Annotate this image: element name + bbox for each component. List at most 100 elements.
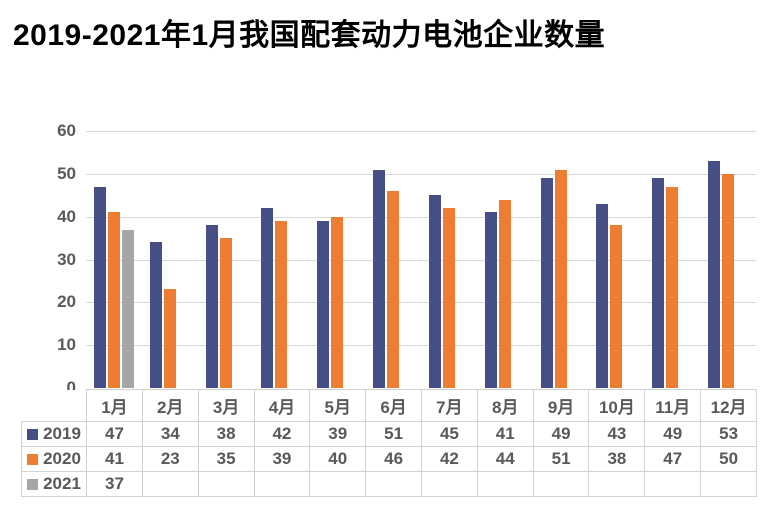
bar-slot-2021-5月 <box>345 131 357 388</box>
bar-slot-2021-6月 <box>401 131 413 388</box>
bar-2019-4月 <box>261 208 274 388</box>
value-cell-2021-9月 <box>532 471 590 497</box>
bar-group-7月 <box>421 131 477 388</box>
bar-slot-2020-1月 <box>107 131 120 388</box>
value-cell-2020-6月: 46 <box>365 446 422 472</box>
value-cell-2021-3月 <box>197 471 255 497</box>
y-axis-tick-label-10: 10 <box>57 335 76 355</box>
table-row-2020: 2020 41 23 35 39 40 46 42 44 51 38 47 50 <box>20 446 757 472</box>
legend-swatch-2019 <box>27 429 39 440</box>
month-header-3月: 3月 <box>197 389 255 422</box>
bar-slot-2021-2月 <box>178 131 190 388</box>
value-cell-2019-9月: 49 <box>532 421 590 447</box>
month-header-12月: 12月 <box>700 389 757 422</box>
legend-cell-2020: 2020 <box>20 446 88 472</box>
bar-2019-12月 <box>708 160 721 388</box>
y-axis-tick-label-40: 40 <box>57 206 76 226</box>
y-axis-tick-label-0: 0 <box>66 378 76 397</box>
value-cell-2020-4月: 39 <box>253 446 311 472</box>
bar-group-9月 <box>533 131 589 388</box>
bar-slot-2021-3月 <box>234 131 246 388</box>
value-cell-2019-12月: 53 <box>700 421 757 447</box>
bar-2020-12月 <box>722 173 735 388</box>
gridline-60 <box>86 131 756 132</box>
value-cell-2020-5月: 40 <box>309 446 367 472</box>
bar-slot-2019-7月 <box>428 131 441 388</box>
value-cell-2019-1月: 47 <box>86 421 143 447</box>
value-cell-2020-7月: 42 <box>421 446 478 472</box>
bar-2019-9月 <box>540 178 553 388</box>
bar-group-2月 <box>142 131 198 388</box>
table-header-row: 1月 2月 3月 4月 5月 6月 7月 8月 9月 10月 11月 12月 <box>21 389 757 422</box>
value-cell-2019-6月: 51 <box>365 421 422 447</box>
bar-slot-2019-12月 <box>708 131 721 388</box>
value-cell-2021-1月: 37 <box>86 471 143 497</box>
bar-slot-2019-1月 <box>93 131 106 388</box>
gridline-10 <box>86 345 756 347</box>
bar-slot-2020-2月 <box>163 131 176 388</box>
legend-cell-2019: 2019 <box>20 421 88 447</box>
value-cell-2021-4月 <box>253 471 311 497</box>
value-cell-2021-8月 <box>476 471 534 497</box>
month-header-7月: 7月 <box>421 389 478 422</box>
bar-slot-2019-4月 <box>261 131 274 388</box>
bar-slot-2021-11月 <box>680 131 692 388</box>
bar-2019-6月 <box>373 169 386 388</box>
bar-2019-11月 <box>652 178 665 388</box>
bar-group-6月 <box>365 131 421 388</box>
value-cell-2019-10月: 43 <box>588 421 646 447</box>
bar-slot-2020-8月 <box>498 131 511 388</box>
y-axis-tick-label-20: 20 <box>57 292 76 312</box>
bar-slot-2020-12月 <box>722 131 735 388</box>
month-header-1月: 1月 <box>86 389 143 422</box>
bar-slot-2021-7月 <box>457 131 469 388</box>
legend-label-2020: 2020 <box>43 449 81 468</box>
bar-slot-2020-11月 <box>666 131 679 388</box>
gridline-30 <box>86 259 756 261</box>
value-cell-2021-12月 <box>700 471 757 497</box>
bar-group-8月 <box>477 131 533 388</box>
bar-slot-2020-4月 <box>275 131 288 388</box>
month-header-6月: 6月 <box>365 389 422 422</box>
bar-2020-5月 <box>331 216 344 388</box>
bar-slot-2019-8月 <box>484 131 497 388</box>
bar-2019-2月 <box>149 242 162 388</box>
chart-title: 2019-2021年1月我国配套动力电池企业数量 <box>13 19 606 52</box>
bar-2020-8月 <box>498 199 511 388</box>
bar-2020-11月 <box>666 186 679 388</box>
value-cell-2021-2月 <box>141 471 199 497</box>
table-row-2019: 2019 47 34 38 42 39 51 45 41 49 43 49 53 <box>20 421 757 447</box>
bar-2019-7月 <box>428 195 441 388</box>
legend-swatch-2021 <box>27 479 39 490</box>
bar-group-3月 <box>198 131 254 388</box>
bar-slot-2020-7月 <box>442 131 455 388</box>
bar-group-10月 <box>588 131 644 388</box>
gridline-50 <box>86 173 756 175</box>
bar-slot-2020-3月 <box>219 131 232 388</box>
bar-slot-2019-10月 <box>596 131 609 388</box>
value-cell-2020-1月: 41 <box>86 446 143 472</box>
month-header-10月: 10月 <box>588 389 646 422</box>
value-cell-2021-10月 <box>588 471 646 497</box>
table-corner-cell <box>21 389 87 422</box>
value-cell-2019-5月: 39 <box>309 421 367 447</box>
value-cell-2020-8月: 44 <box>476 446 534 472</box>
bar-slot-2020-5月 <box>331 131 344 388</box>
bar-group-1月 <box>86 131 142 388</box>
value-cell-2021-5月 <box>309 471 367 497</box>
bar-slot-2020-10月 <box>610 131 623 388</box>
value-cell-2020-11月: 47 <box>644 446 702 472</box>
value-cell-2021-6月 <box>365 471 422 497</box>
bar-2019-8月 <box>484 212 497 388</box>
bar-slot-2021-1月 <box>121 131 134 388</box>
bar-group-5月 <box>309 131 365 388</box>
value-cell-2019-2月: 34 <box>141 421 199 447</box>
value-cell-2020-3月: 35 <box>197 446 255 472</box>
y-axis-tick-label-30: 30 <box>57 249 76 269</box>
value-cell-2019-7月: 45 <box>421 421 478 447</box>
value-cell-2021-11月 <box>644 471 702 497</box>
y-axis-tick-label-50: 50 <box>57 163 76 183</box>
bar-2020-3月 <box>219 238 232 388</box>
value-cell-2020-10月: 38 <box>588 446 646 472</box>
